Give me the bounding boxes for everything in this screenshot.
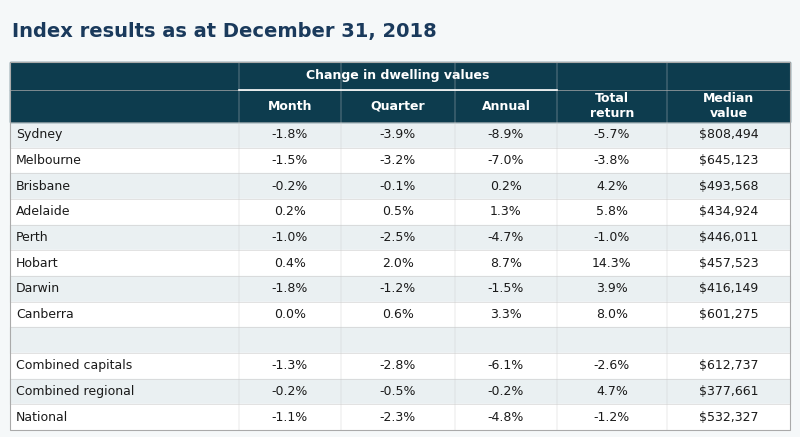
Text: $377,661: $377,661 [698,385,758,398]
Bar [10,276,790,302]
Bar [10,62,790,430]
Text: 0.4%: 0.4% [274,257,306,270]
Text: -1.3%: -1.3% [272,359,308,372]
Text: 0.2%: 0.2% [274,205,306,218]
Bar [10,90,790,122]
Text: 4.2%: 4.2% [596,180,628,193]
Text: 3.9%: 3.9% [596,282,628,295]
Text: -4.7%: -4.7% [488,231,524,244]
Text: $645,123: $645,123 [699,154,758,167]
Text: -6.1%: -6.1% [488,359,524,372]
Bar [10,404,790,430]
Text: Median
value: Median value [703,92,754,120]
Text: -5.7%: -5.7% [594,128,630,141]
Text: 2.0%: 2.0% [382,257,414,270]
Text: Brisbane: Brisbane [16,180,71,193]
Text: -2.6%: -2.6% [594,359,630,372]
Text: -0.2%: -0.2% [488,385,524,398]
Text: Sydney: Sydney [16,128,62,141]
Text: -1.0%: -1.0% [594,231,630,244]
Text: Melbourne: Melbourne [16,154,82,167]
Bar [10,199,790,225]
Text: -3.8%: -3.8% [594,154,630,167]
Text: -2.8%: -2.8% [380,359,416,372]
Text: -2.5%: -2.5% [380,231,416,244]
Text: Change in dwelling values: Change in dwelling values [306,69,490,83]
Text: National: National [16,411,68,423]
Bar [10,327,790,353]
Text: -0.5%: -0.5% [380,385,416,398]
Bar [10,302,790,327]
Text: Total
return: Total return [590,92,634,120]
Bar [10,122,790,148]
Text: $808,494: $808,494 [698,128,758,141]
Text: -0.2%: -0.2% [271,385,308,398]
Text: 14.3%: 14.3% [592,257,632,270]
Text: Perth: Perth [16,231,49,244]
Text: 8.0%: 8.0% [596,308,628,321]
Text: -2.3%: -2.3% [380,411,416,423]
Text: 0.0%: 0.0% [274,308,306,321]
Bar [10,148,790,173]
Bar [10,353,790,379]
Bar [10,225,790,250]
Text: $457,523: $457,523 [698,257,758,270]
Text: Index results as at December 31, 2018: Index results as at December 31, 2018 [12,22,437,41]
Text: $612,737: $612,737 [698,359,758,372]
Text: -1.1%: -1.1% [272,411,308,423]
Text: $493,568: $493,568 [698,180,758,193]
Text: Quarter: Quarter [370,100,425,112]
Text: $416,149: $416,149 [699,282,758,295]
Text: -1.5%: -1.5% [271,154,308,167]
Text: -1.2%: -1.2% [380,282,416,295]
Text: 1.3%: 1.3% [490,205,522,218]
Text: 0.2%: 0.2% [490,180,522,193]
Text: 5.8%: 5.8% [596,205,628,218]
Text: 4.7%: 4.7% [596,385,628,398]
Text: -1.2%: -1.2% [594,411,630,423]
Text: 0.6%: 0.6% [382,308,414,321]
Text: -3.9%: -3.9% [380,128,416,141]
Text: Darwin: Darwin [16,282,60,295]
Text: -1.8%: -1.8% [271,282,308,295]
Text: -3.2%: -3.2% [380,154,416,167]
Text: 0.5%: 0.5% [382,205,414,218]
Text: Canberra: Canberra [16,308,74,321]
Text: $434,924: $434,924 [699,205,758,218]
Text: 8.7%: 8.7% [490,257,522,270]
Text: $446,011: $446,011 [699,231,758,244]
Text: -1.8%: -1.8% [271,128,308,141]
Text: -8.9%: -8.9% [488,128,524,141]
Text: -4.8%: -4.8% [488,411,524,423]
Bar [10,250,790,276]
Text: Annual: Annual [482,100,530,112]
Text: -1.0%: -1.0% [271,231,308,244]
Text: $532,327: $532,327 [698,411,758,423]
Text: Combined capitals: Combined capitals [16,359,132,372]
Bar [10,379,790,404]
Text: -7.0%: -7.0% [488,154,524,167]
Text: Month: Month [267,100,312,112]
Text: Combined regional: Combined regional [16,385,134,398]
Text: Hobart: Hobart [16,257,58,270]
Text: $601,275: $601,275 [698,308,758,321]
Text: Adelaide: Adelaide [16,205,70,218]
Text: 3.3%: 3.3% [490,308,522,321]
Bar [10,62,790,90]
Text: -1.5%: -1.5% [488,282,524,295]
Text: -0.1%: -0.1% [380,180,416,193]
Bar [10,173,790,199]
Text: -0.2%: -0.2% [271,180,308,193]
